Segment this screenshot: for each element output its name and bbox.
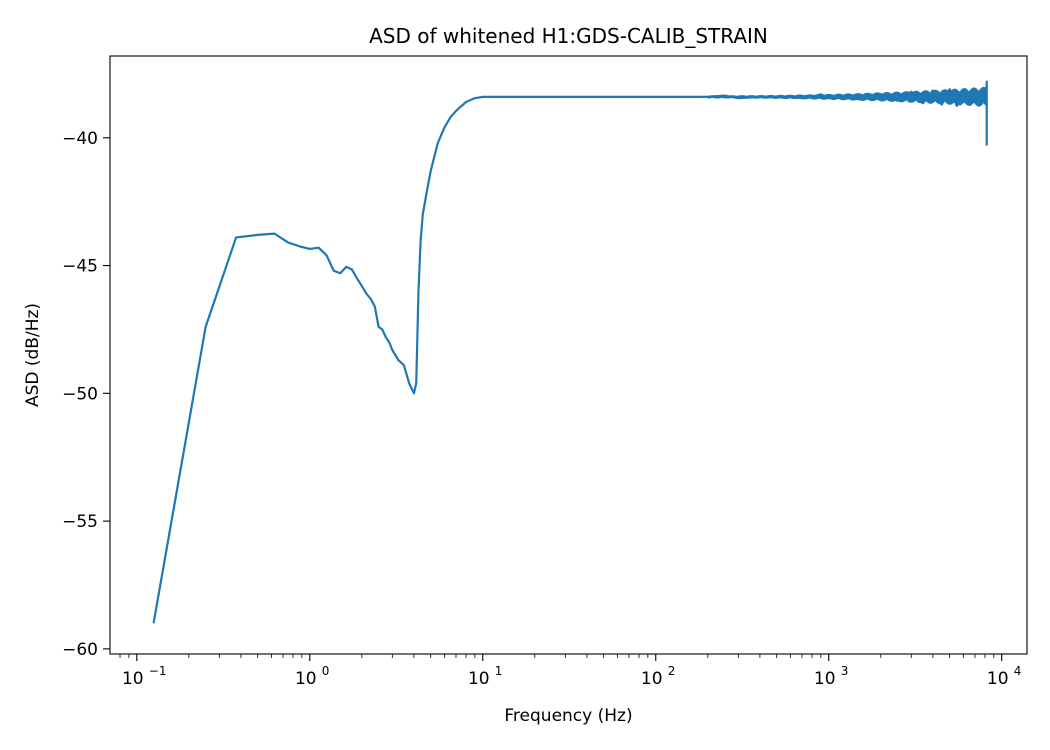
x-tick-label-1: 10 [295,669,317,689]
y-tick-label-3: −55 [62,512,98,532]
x-tick-label-0: 10 [122,669,144,689]
x-tick-exponent-2: 1 [495,664,503,678]
y-tick-label-4: −60 [62,640,98,660]
chart-title: ASD of whitened H1:GDS-CALIB_STRAIN [369,24,768,48]
x-tick-exponent-1: 0 [322,664,330,678]
x-tick-exponent-3: 2 [668,664,676,678]
y-tick-label-1: −45 [62,257,98,277]
x-tick-label-2: 10 [468,669,490,689]
high-frequency-noise-band [707,86,987,107]
x-tick-label-3: 10 [641,669,663,689]
plot-area [109,55,1028,655]
x-axis-label: Frequency (Hz) [504,706,632,726]
x-tick-exponent-5: 4 [1014,664,1022,678]
x-tick-exponent-0: −1 [149,664,167,678]
y-axis-label: ASD (dB/Hz) [23,303,43,407]
x-axis: 10 −1 10 0 10 1 10 2 10 3 10 4 [119,654,1022,689]
series-line [152,80,988,624]
x-tick-label-4: 10 [814,669,836,689]
x-tick-label-5: 10 [987,669,1009,689]
y-axis: −40 −45 −50 −55 −60 [62,129,110,660]
y-tick-label-0: −40 [62,129,98,149]
y-tick-label-2: −50 [62,384,98,404]
x-tick-exponent-4: 3 [841,664,849,678]
